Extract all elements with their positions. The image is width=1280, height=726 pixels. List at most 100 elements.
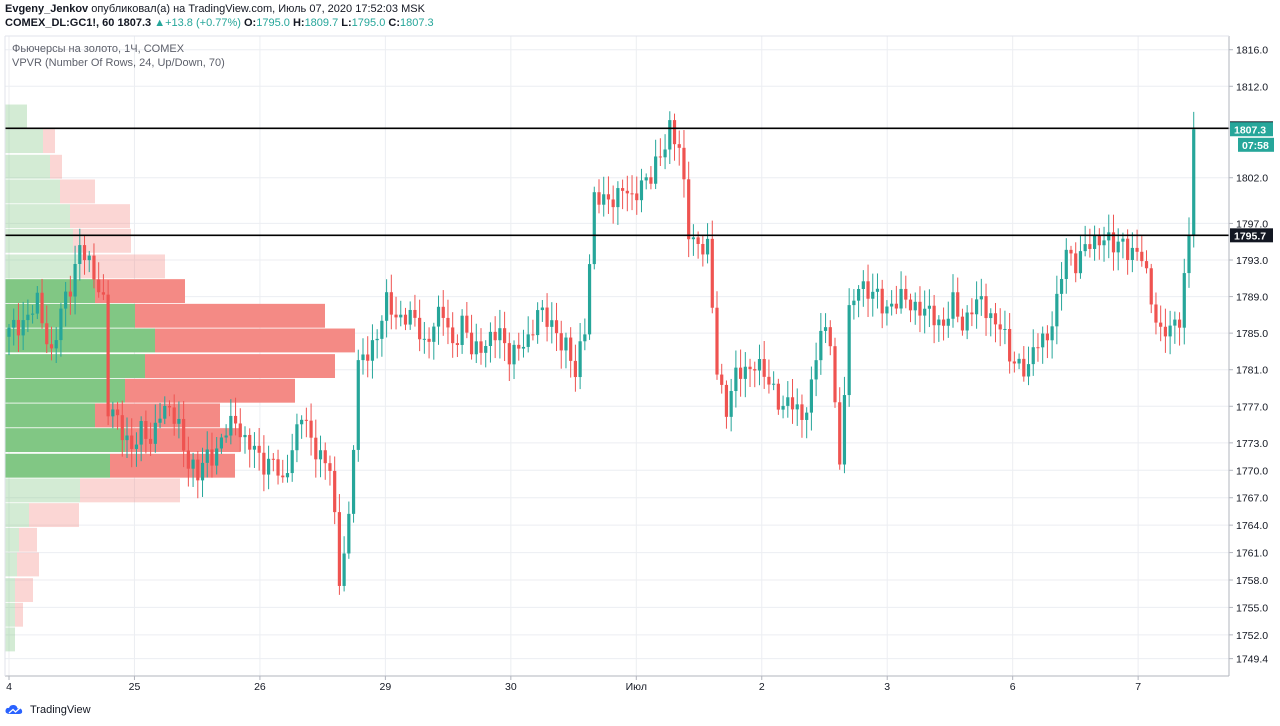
candle-body <box>908 299 913 311</box>
candle-body <box>890 303 894 307</box>
candle-body <box>536 310 540 336</box>
volume-bar-down <box>135 303 325 328</box>
candle-body <box>493 331 497 341</box>
candle-body <box>989 313 993 319</box>
price-tick-label: 1781.0 <box>1236 365 1268 377</box>
candle-body <box>399 314 403 318</box>
candle-body <box>743 366 747 379</box>
candle-body <box>186 450 190 469</box>
candle-body <box>370 340 375 361</box>
candle-body <box>757 359 762 371</box>
candle-body <box>1036 347 1040 349</box>
candle-body <box>658 156 662 158</box>
indicator-legend[interactable]: VPVR (Number Of Rows, 24, Up/Down, 70) <box>12 57 225 69</box>
candle-body <box>200 462 205 481</box>
candle-body <box>871 291 875 299</box>
volume-bar-up <box>5 204 70 229</box>
candle-body <box>701 243 705 255</box>
last-price: 1807.3 <box>117 17 152 29</box>
volume-bar-up <box>5 552 17 577</box>
volume-bar-up <box>5 378 125 403</box>
candle-body <box>1116 241 1120 253</box>
footer-brand-label: TradingView <box>30 704 91 716</box>
price-tick-label: 1777.0 <box>1236 401 1268 413</box>
candle-body <box>465 315 469 333</box>
footer-brand[interactable]: TradingView <box>4 704 91 716</box>
candle-body <box>975 299 979 315</box>
candle-body <box>427 338 431 342</box>
volume-bar-down <box>95 279 185 304</box>
price-tick-label: 1816.0 <box>1236 45 1268 57</box>
candle-body <box>998 324 1002 330</box>
candle-body <box>54 340 58 349</box>
candle-body <box>309 420 313 438</box>
candle-body <box>1045 333 1049 341</box>
candle-body <box>606 194 611 200</box>
candle-body <box>531 334 535 336</box>
candle-body <box>1031 347 1035 365</box>
price-tick-label: 1764.0 <box>1236 520 1268 532</box>
open-label: O: <box>244 17 257 29</box>
candle-body <box>979 296 983 300</box>
candle-body <box>682 147 686 180</box>
price-change: +13.8 (+0.77%) <box>165 17 241 29</box>
candle-body <box>436 306 441 327</box>
candle-body <box>587 264 592 335</box>
candle-body <box>314 437 318 460</box>
candle-body <box>408 309 412 325</box>
candle-body <box>182 418 186 451</box>
volume-bar-up <box>5 254 80 279</box>
close-value: 1807.3 <box>400 17 434 29</box>
volume-bar-down <box>29 503 79 528</box>
candle-body <box>786 397 790 406</box>
candle-body <box>304 419 308 421</box>
time-tick-label: 26 <box>254 681 266 693</box>
price-tick-label: 1785.0 <box>1236 328 1268 340</box>
candle-body <box>649 177 653 184</box>
candle-body <box>800 404 804 420</box>
candle-body <box>503 328 507 344</box>
candles <box>7 111 1196 595</box>
candle-body <box>276 459 280 476</box>
candle-body <box>130 435 134 449</box>
candle-body <box>1187 235 1191 274</box>
candle-body <box>97 279 101 293</box>
candle-body <box>125 435 129 441</box>
candle-body <box>739 367 743 379</box>
candle-body <box>781 405 785 410</box>
candle-body <box>446 317 450 328</box>
candle-body <box>144 421 148 439</box>
candle-body <box>847 305 851 396</box>
candle-body <box>946 318 950 326</box>
candle-body <box>521 346 526 349</box>
volume-bar-down <box>80 254 165 279</box>
candle-body <box>639 180 644 201</box>
candle-body <box>602 194 606 205</box>
price-label-box <box>1230 122 1273 137</box>
candle-body <box>59 308 63 341</box>
candle-body <box>318 450 323 460</box>
candle-body <box>753 369 757 371</box>
price-label-text: 1795.7 <box>1234 230 1266 242</box>
candle-body <box>550 320 554 327</box>
candle-body <box>243 434 247 438</box>
candle-body <box>7 327 11 337</box>
candle-body <box>512 344 516 365</box>
price-tick-label: 1770.0 <box>1236 465 1268 477</box>
candle-body <box>101 292 105 295</box>
symbol-label: COMEX_DL:GC1!, 60 <box>5 17 115 29</box>
time-tick-label: Июл <box>626 681 647 693</box>
time-tick-label: 30 <box>505 681 517 693</box>
time-tick-label: 29 <box>380 681 392 693</box>
grid <box>5 36 1229 676</box>
candle-body <box>380 320 384 339</box>
candle-body <box>394 314 398 318</box>
author-name[interactable]: Evgeny_Jenkov <box>5 3 89 15</box>
candle-body <box>776 383 780 410</box>
candle-body <box>115 409 120 416</box>
candle-body <box>932 305 936 326</box>
price-tick-label: 1793.0 <box>1236 255 1268 267</box>
volume-bar-down <box>155 328 355 353</box>
candle-body <box>111 409 115 417</box>
